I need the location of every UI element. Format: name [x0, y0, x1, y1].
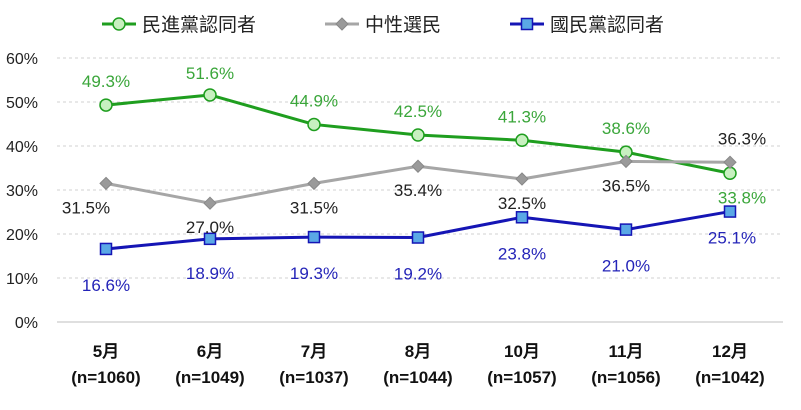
data-label: 25.1% [708, 229, 756, 248]
y-tick-label: 0% [15, 315, 38, 332]
data-point [515, 133, 529, 148]
legend-marker [112, 17, 126, 31]
data-label: 19.2% [394, 265, 442, 284]
x-tick-sample-size: (n=1049) [175, 368, 244, 387]
data-label: 32.5% [498, 194, 546, 213]
data-point [307, 117, 321, 132]
data-point [203, 196, 217, 210]
x-tick-sample-size: (n=1057) [487, 368, 556, 387]
y-tick-label: 20% [6, 227, 38, 244]
data-point [99, 242, 113, 256]
x-tick-label: 6月 [197, 342, 223, 361]
data-label: 27.0% [186, 218, 234, 237]
legend-marker [335, 17, 349, 31]
x-tick-label: 8月 [405, 342, 431, 361]
y-tick-label: 50% [6, 95, 38, 112]
data-point [411, 231, 425, 244]
y-tick-label: 40% [6, 139, 38, 156]
data-label: 19.3% [290, 264, 338, 283]
x-tick-sample-size: (n=1060) [71, 368, 140, 387]
x-tick-label: 7月 [301, 342, 327, 361]
data-label: 31.5% [62, 198, 110, 217]
data-point [723, 155, 737, 169]
x-tick-label: 11月 [609, 342, 644, 361]
x-tick-sample-size: (n=1056) [591, 368, 660, 387]
x-tick-sample-size: (n=1044) [383, 368, 452, 387]
data-label: 44.9% [290, 91, 338, 110]
data-label: 35.4% [394, 181, 442, 200]
data-label: 36.3% [718, 129, 766, 148]
legend-label: 民進黨認同者 [142, 14, 256, 36]
data-labels: 49.3% 51.6% 44.9% 42.5% 41.3% 38.6% 33.8% 31.5%… [62, 64, 766, 295]
y-tick-label: 10% [6, 271, 38, 288]
data-label: 16.6% [82, 276, 130, 295]
data-label: 23.8% [498, 244, 546, 263]
data-point [99, 98, 113, 112]
series-group [99, 88, 737, 256]
legend-marker [520, 17, 534, 31]
x-tick-sample-size: (n=1042) [695, 368, 764, 387]
data-point [307, 176, 321, 191]
data-point [411, 159, 425, 173]
x-tick-label: 12月 [712, 342, 748, 361]
x-axis: 5月 (n=1060) 6月 (n=1049) 7月 (n=1037) 8月 (n=1044)… [71, 342, 764, 387]
data-point [411, 128, 425, 142]
y-tick-label: 60% [6, 51, 38, 68]
data-point [203, 232, 217, 246]
data-point [619, 223, 633, 236]
data-point [723, 205, 737, 218]
data-label: 38.6% [602, 119, 650, 138]
data-label: 49.3% [82, 72, 130, 91]
legend-label: 中性選民 [365, 14, 441, 36]
data-label: 31.5% [290, 198, 338, 217]
data-point [723, 166, 737, 181]
legend-label: 國民黨認同者 [550, 14, 664, 36]
y-axis: 0% 10% 20% 30% 40% 50% 60% [6, 51, 38, 332]
data-label: 42.5% [394, 102, 442, 121]
data-point [515, 172, 529, 186]
data-label: 18.9% [186, 264, 234, 283]
data-label: 41.3% [498, 107, 546, 126]
data-label: 33.8% [718, 188, 766, 207]
data-point [515, 211, 529, 224]
legend: 民進黨認同者 中性選民 國民黨認同者 [102, 14, 664, 36]
data-point [203, 88, 217, 102]
data-point [619, 154, 633, 169]
x-tick-sample-size: (n=1037) [279, 368, 348, 387]
x-tick-label: 5月 [93, 342, 119, 361]
y-tick-label: 30% [6, 183, 38, 200]
data-label: 21.0% [602, 257, 650, 276]
data-label: 51.6% [186, 64, 234, 83]
data-point [99, 176, 113, 191]
data-label: 36.5% [602, 176, 650, 195]
x-tick-label: 10月 [504, 342, 540, 361]
data-point [307, 230, 321, 244]
